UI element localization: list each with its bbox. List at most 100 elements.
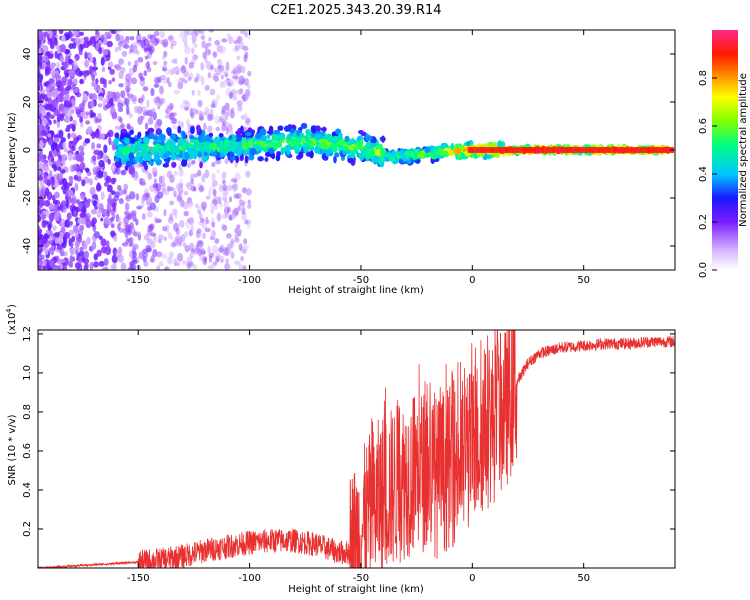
spectrogram-tone-cell [622, 147, 625, 153]
snr-scale-note: (x10 4 ) [5, 304, 18, 335]
spectrogram-noise-blob [56, 93, 63, 103]
spectrogram-signal-blob [120, 156, 126, 161]
spectrogram-noise-blob [209, 88, 216, 96]
spectrogram-noise-blob [75, 108, 81, 115]
spectrogram-signal-blob [266, 130, 274, 135]
spectrogram-noise-blob [225, 258, 230, 265]
spectrogram-signal-blob [190, 154, 198, 159]
spectrogram-signal-blob [235, 155, 240, 164]
spectrogram-noise-blob [153, 83, 160, 88]
spectrogram-noise-blob [91, 132, 96, 139]
spectrogram-tone-cell [503, 147, 506, 153]
spectrogram-noise-blob [57, 166, 62, 171]
spectrogram-signal-blob [189, 138, 195, 144]
spectrogram-noise-blob [218, 247, 224, 253]
spectrogram-tone-cell [557, 147, 559, 153]
spectrogram-noise-blob [225, 127, 230, 136]
spectrogram-noise-blob [132, 251, 138, 258]
spectrogram-noise-blob [58, 104, 63, 111]
spectrogram-noise-blob [42, 200, 49, 206]
spectrogram-tone-cell [566, 147, 569, 153]
spectrogram-signal-blob [286, 133, 292, 140]
spectrogram-noise-blob [79, 31, 84, 36]
spectrogram-noise-blob [89, 186, 96, 196]
snr-y-ticks: 0.2 0.4 0.6 0.8 1.0 1.2 [22, 326, 675, 537]
spectrogram-signal-blob [209, 142, 214, 148]
spectrogram-noise-blob [162, 67, 167, 72]
spectrogram-tone-cell [614, 147, 617, 153]
spectrogram-noise-blob [184, 106, 189, 111]
spectrogram-noise-blob [56, 80, 62, 87]
spectrogram-noise-blob [45, 51, 50, 56]
spectrogram-signal-blob [197, 150, 203, 158]
spectrogram-noise-blob [162, 226, 168, 232]
spectrogram-signal-blob [266, 134, 271, 139]
snr-y-tick-label: 0.4 [22, 482, 33, 498]
snr-y-tick-label: 0.6 [22, 443, 33, 459]
spectrogram-noise-blob [205, 195, 211, 200]
spectrogram-noise-blob [43, 31, 49, 37]
spectrogram-noise-blob [41, 219, 47, 228]
spectrogram-signal-blob [373, 155, 380, 164]
spectrogram-noise-blob [213, 67, 218, 73]
spectrogram-signal-blob [153, 150, 159, 156]
spectrogram-noise-blob [205, 219, 211, 224]
colorbar-gradient [712, 30, 738, 270]
spectrogram-signal-blob [192, 146, 197, 155]
spectrogram-noise-blob [167, 256, 173, 265]
spectrogram-noise-blob [88, 178, 93, 186]
spectrogram-signal-blob [115, 160, 122, 168]
spectrogram-tone-cell [523, 147, 526, 153]
spectrogram-noise-blob [102, 171, 108, 178]
spectrogram-noise-blob [71, 235, 76, 243]
spectrogram-tone-cell [482, 147, 485, 153]
spectrogram-noise-blob [192, 186, 197, 192]
spectrogram-noise-blob [100, 133, 105, 140]
spectrogram-noise-blob [92, 200, 98, 207]
spectrogram-noise-blob [123, 44, 130, 49]
spectrogram-noise-blob [83, 36, 89, 41]
spectrogram-tone-cell [596, 147, 598, 153]
spectrogram-noise-blob [94, 205, 98, 210]
spectrogram-noise-blob [145, 200, 150, 206]
spectrogram-signal-blob [369, 142, 376, 149]
spectrogram-noise-blob [38, 162, 44, 171]
spectrogram-tone-cell [606, 147, 609, 153]
spectrogram-tone-cell [506, 147, 509, 153]
spectrogram-noise-blob [144, 55, 149, 60]
spectrogram-tone-cell [486, 147, 489, 153]
spectrogram-noise-blob [177, 196, 183, 202]
spectrogram-signal-blob [325, 135, 333, 142]
spectrogram-noise-blob [143, 38, 150, 47]
spectrogram-noise-blob [89, 261, 94, 270]
spectrogram-noise-blob [224, 247, 230, 257]
snr-x-tick-label: -50 [353, 573, 369, 584]
spectrogram-noise-blob [69, 115, 73, 122]
spectrogram-noise-blob [151, 167, 158, 176]
spectrogram-noise-blob [103, 144, 108, 154]
spectrogram-signal-blob [129, 167, 135, 172]
spectrogram-noise-blob [103, 258, 109, 267]
spectrogram-noise-blob [159, 75, 167, 81]
spectrogram-tone-cell [548, 147, 550, 153]
spectrogram-noise-blob [185, 220, 190, 229]
spectrogram-noise-blob [125, 237, 129, 245]
spectrogram-noise-blob [200, 62, 204, 71]
spectrogram-noise-blob [72, 64, 78, 71]
spectrogram-noise-blob [117, 254, 124, 263]
spectrogram-noise-blob [189, 108, 194, 117]
spectrogram-noise-blob [107, 94, 112, 100]
spectrogram-noise-blob [200, 30, 205, 36]
spectrogram-noise-blob [207, 245, 211, 254]
spectrogram-signal-blob [177, 125, 182, 134]
spectrogram-noise-blob [238, 243, 243, 251]
spectrogram-noise-blob [222, 196, 228, 201]
spectrogram-signal-blob [171, 161, 177, 168]
spectrogram-noise-blob [163, 60, 168, 66]
spectrogram-noise-blob [169, 213, 174, 221]
spectrogram-noise-blob [48, 204, 55, 210]
spectrogram-signal-blob [235, 130, 241, 135]
spectrogram-noise-blob [102, 78, 107, 85]
spectrogram-noise-blob [82, 70, 88, 75]
spectrogram-noise-blob [58, 130, 64, 139]
